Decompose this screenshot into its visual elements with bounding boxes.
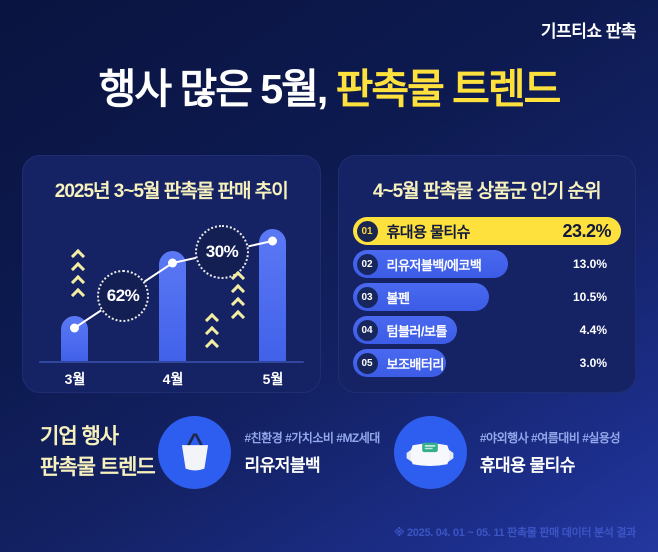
rank-bar: 05 보조배터리 (352, 349, 447, 377)
rank-percent: 10.5% (572, 290, 607, 304)
x-tick-march: 3월 (64, 371, 86, 387)
ranking-title: 4~5월 판촉물 상품군 인기 순위 (372, 181, 602, 202)
rank-percent: 23.2% (562, 220, 611, 241)
rank-row-3: 03 볼펜 10.5% (352, 283, 622, 311)
growth-badge-30: 30% (195, 225, 249, 279)
brand-logo: 기프티쇼 판촉 (540, 22, 637, 41)
rank-row-4: 04 텀블러/보틀 4.4% (352, 316, 622, 344)
rank-bar: 04 텀블러/보틀 (352, 316, 458, 344)
trend-hashtags: #야외행사 #여름대비 #실용성 (479, 431, 621, 445)
sales-trend-panel: 2025년 3~5월 판촉물 판매 추이 62% 30% (22, 155, 321, 393)
data-source-footnote: ※ 2025. 04. 01 ~ 05. 11 판촉물 판매 데이터 분석 결과 (393, 527, 636, 539)
trend-name: 리유저블백 (244, 456, 321, 475)
tote-bag-icon (158, 416, 232, 489)
rank-row-5: 05 보조배터리 3.0% (352, 349, 622, 377)
rank-number-badge: 02 (356, 253, 378, 275)
rank-label: 리유저블백/에코백 (386, 257, 482, 273)
rank-number-badge: 05 (356, 352, 378, 374)
rank-label: 휴대용 물티슈 (386, 223, 471, 241)
rank-number-badge: 01 (356, 220, 378, 242)
up-chevrons-icon (70, 248, 86, 305)
trend-item-text: #친환경 #가치소비 #MZ세대 리유저블백 (244, 429, 380, 476)
rank-percent: 4.4% (579, 323, 607, 337)
rank-label: 보조배터리 (386, 356, 445, 372)
ranking-list: 01 휴대용 물티슈 23.2% 02 리유저블백/에코백 13.0% 03 볼… (352, 217, 622, 377)
rank-percent: 3.0% (579, 356, 607, 370)
rank-percent: 13.0% (572, 257, 607, 271)
rank-label: 텀블러/보틀 (386, 323, 448, 339)
growth-badge-62: 62% (97, 270, 149, 322)
x-axis-line (39, 361, 304, 363)
x-tick-april: 4월 (162, 371, 184, 387)
trend-item-text: #야외행사 #여름대비 #실용성 휴대용 물티슈 (479, 429, 621, 476)
trend-name: 휴대용 물티슈 (479, 456, 576, 475)
rank-bar: 01 휴대용 물티슈 23.2% (352, 217, 621, 245)
rank-number-badge: 04 (356, 319, 378, 341)
bottom-trends-section: 기업 행사 판촉물 트렌드 #친환경 #가치소비 #MZ세대 리유저블백 (0, 416, 658, 489)
rank-row-1: 01 휴대용 물티슈 23.2% (352, 217, 621, 245)
wet-wipes-icon (393, 416, 467, 489)
trend-item-wet-wipes: #야외행사 #여름대비 #실용성 휴대용 물티슈 (393, 416, 634, 489)
ranking-panel: 4~5월 판촉물 상품군 인기 순위 01 휴대용 물티슈 23.2% 02 리… (337, 155, 636, 393)
page-title-yellow: 판촉물 트렌드 (335, 66, 562, 112)
page-title: 행사 많은 5월, 판촉물 트렌드 (0, 55, 658, 115)
page-title-white: 행사 많은 5월, (98, 66, 336, 112)
sales-trend-title: 2025년 3~5월 판촉물 판매 추이 (54, 181, 289, 202)
bar-may (259, 229, 286, 361)
up-chevrons-icon (204, 312, 220, 356)
bottom-heading-line1: 기업 행사 (40, 425, 119, 449)
bottom-heading-line2: 판촉물 트렌드 (40, 455, 156, 479)
rank-label: 볼펜 (386, 290, 410, 306)
rank-row-2: 02 리유저블백/에코백 13.0% (352, 250, 622, 278)
trend-hashtags: #친환경 #가치소비 #MZ세대 (244, 431, 380, 445)
sales-trend-chart: 62% 30% 3월 4월 5월 (37, 213, 306, 389)
rank-bar: 02 리유저블백/에코백 (352, 250, 509, 278)
up-chevrons-icon (230, 270, 246, 327)
x-tick-may: 5월 (262, 371, 284, 387)
rank-number-badge: 03 (356, 286, 378, 308)
rank-bar: 03 볼펜 (352, 283, 490, 311)
bottom-heading: 기업 행사 판촉물 트렌드 (40, 422, 158, 483)
trend-item-reusable-bag: #친환경 #가치소비 #MZ세대 리유저블백 (158, 416, 393, 489)
panels-row: 2025년 3~5월 판촉물 판매 추이 62% 30% (22, 155, 636, 393)
